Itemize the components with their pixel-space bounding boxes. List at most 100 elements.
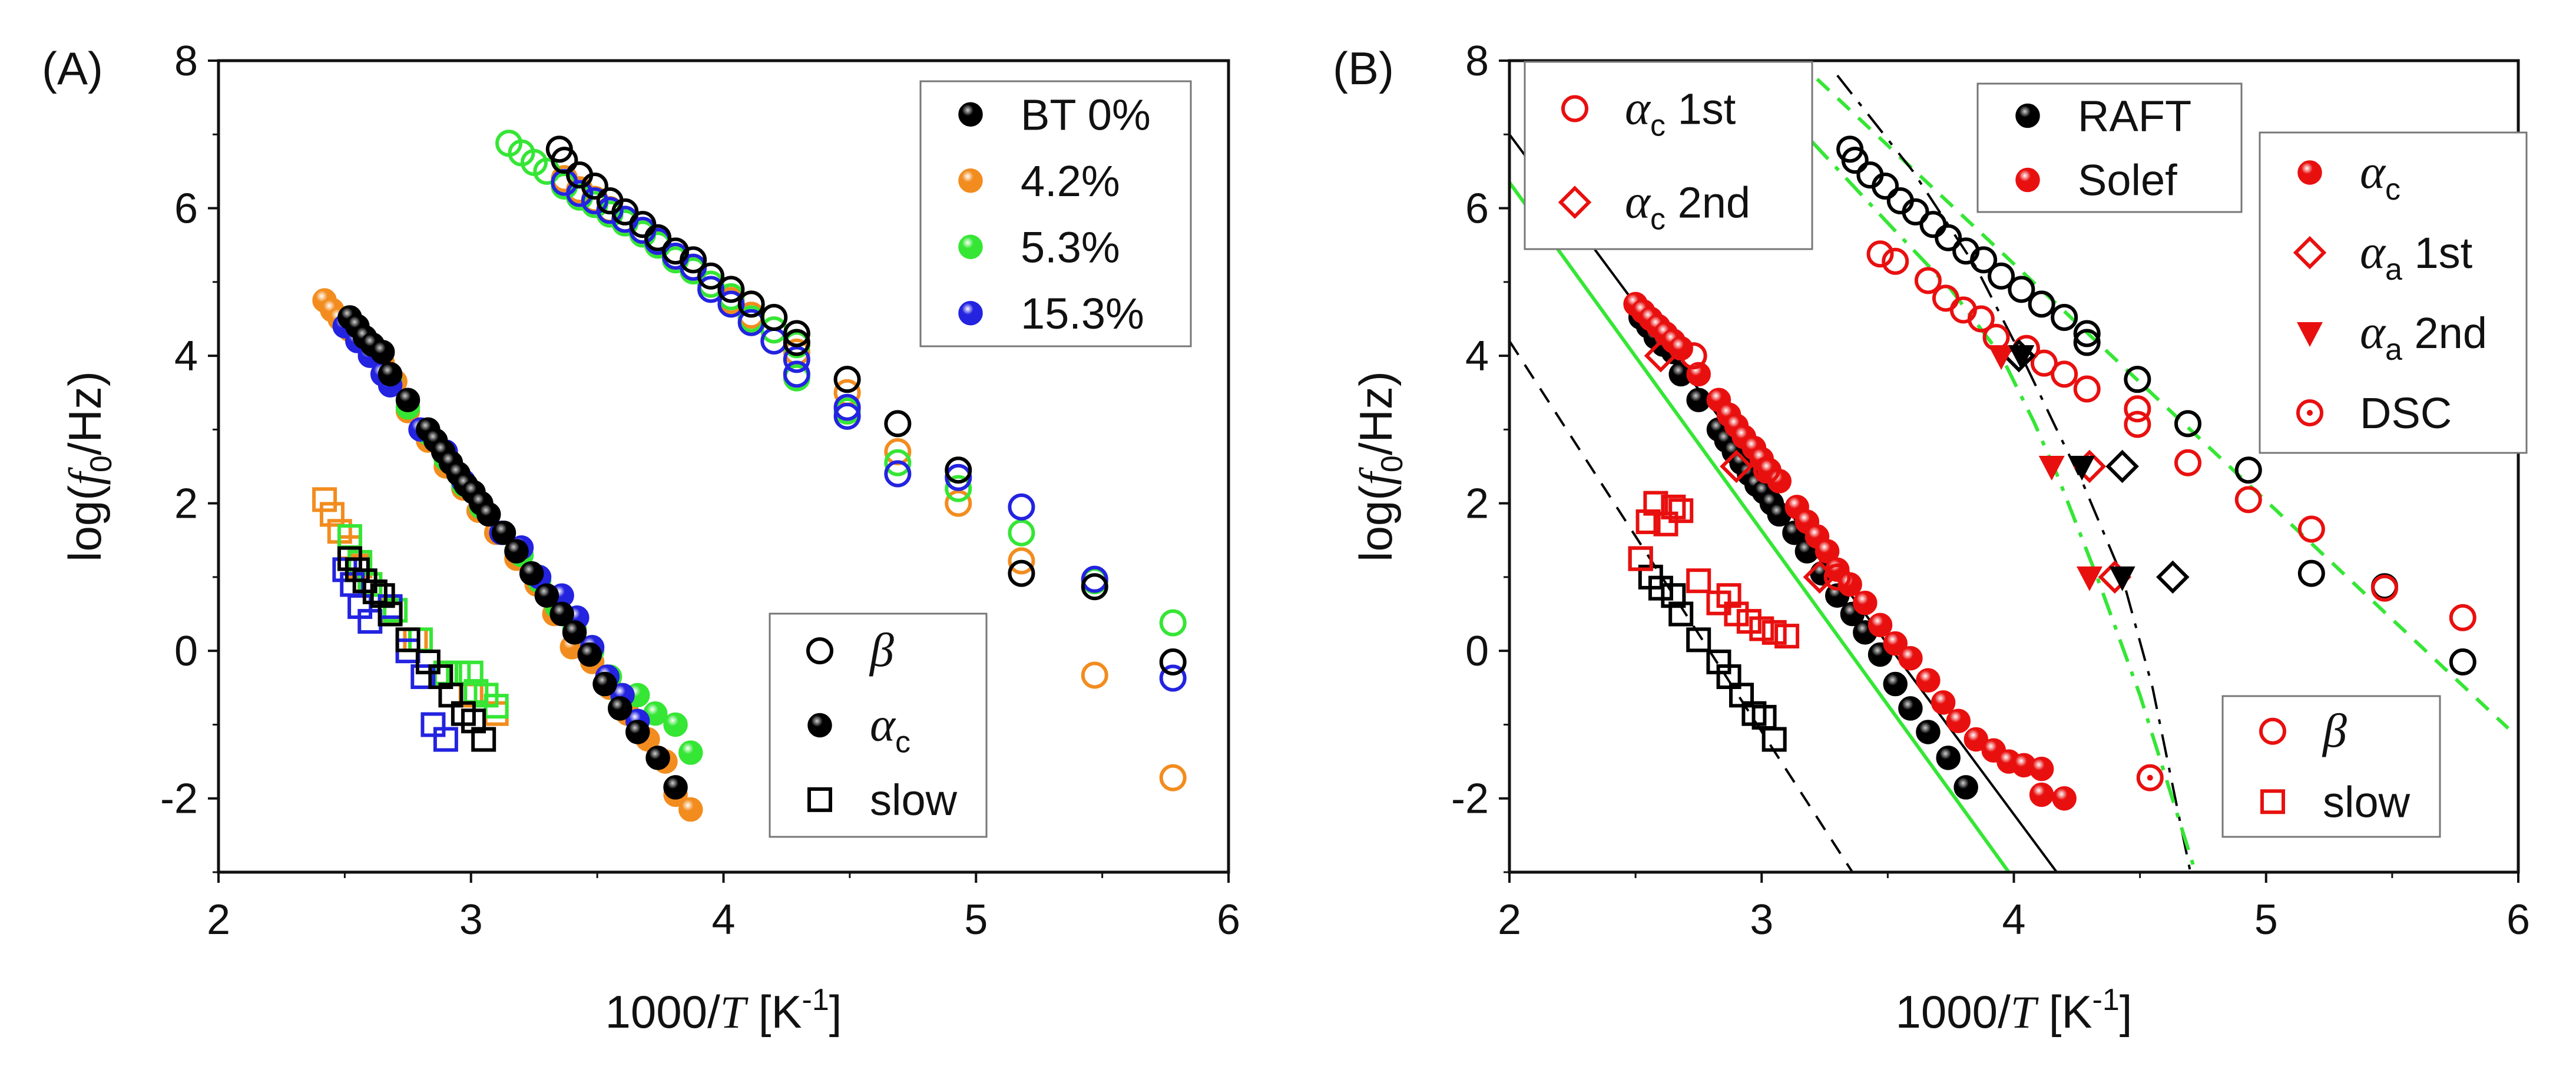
y-tick-label: 8: [1465, 38, 1489, 85]
legend-item: αc 1st: [1561, 81, 1736, 143]
legend-label: αc: [2360, 145, 2400, 207]
data-point: [1008, 559, 1035, 587]
data-point: [1680, 342, 1707, 370]
data-point: [1953, 775, 1978, 800]
y-label-prefix: log(: [1350, 485, 1402, 562]
legend-box: [2259, 131, 2528, 454]
data-point: [2109, 566, 2135, 591]
y-tick-label: 8: [174, 38, 198, 85]
x-label-close: ]: [2120, 986, 2133, 1038]
data-point: [1653, 511, 1678, 536]
data-point: [1883, 631, 1908, 656]
y-tick-label: 4: [174, 333, 198, 380]
data-point: [945, 475, 972, 502]
legend-marker-dotcircle-icon: [2296, 399, 2323, 426]
data-point: [945, 456, 972, 484]
data-point: [1936, 746, 1961, 770]
legend-label: 5.3%: [1021, 223, 1120, 271]
y-label-prefix: log(: [59, 485, 111, 562]
legend-item: αc 2nd: [1558, 175, 1750, 237]
data-point: [1668, 498, 1694, 524]
data-point: [607, 696, 633, 721]
data-point: [1902, 198, 1929, 226]
legend-label: αa 1st: [2360, 225, 2473, 287]
data-point: [2073, 329, 2101, 356]
data-point: [362, 579, 388, 604]
data-point: [1898, 696, 1923, 721]
y-tick-label: 0: [1465, 628, 1489, 675]
data-point: [1628, 546, 1653, 571]
data-point: [783, 320, 810, 347]
legend-symbol: α: [2360, 145, 2386, 198]
legend-box: [1976, 82, 2243, 213]
legend-marker-sphere-icon: [2015, 103, 2040, 128]
legend-text: 1st: [1666, 85, 1736, 134]
plot-frame: [217, 59, 1230, 874]
legend-label: slow: [2323, 777, 2411, 826]
legend-box: [1524, 61, 1813, 250]
panel-b: (B) 2 3 4 5 6 -2 0 2 4 6 8 1000/T [K-1] log(f0/Hz) αc …: [1333, 38, 2530, 1038]
legend-symbol: α: [2360, 225, 2386, 279]
data-point: [476, 502, 501, 527]
legend-text: 15.3%: [1021, 289, 1144, 338]
legend-box: [769, 612, 988, 838]
data-point: [2076, 566, 2102, 591]
legend-text: slow: [870, 776, 958, 824]
data-point: [1159, 648, 1187, 675]
data-point: [1661, 494, 1686, 519]
legend-item: αc: [807, 698, 910, 760]
legend-text: RAFT: [2078, 92, 2191, 141]
data-point: [2136, 764, 2164, 791]
data-point: [566, 180, 594, 207]
data-point: [1868, 612, 1893, 638]
series-raft-alpha-a-2nd: [2008, 345, 2135, 591]
x-label-variable: T: [720, 986, 749, 1038]
data-point: [945, 463, 972, 491]
data-point: [551, 147, 578, 174]
data-point: [319, 502, 345, 527]
legend-text: 4.2%: [1021, 157, 1120, 206]
legend-label: Solef: [2078, 156, 2177, 205]
legend-label: β: [869, 623, 894, 677]
data-point: [2174, 449, 2201, 476]
data-point: [2030, 349, 2058, 377]
y-tick-label: 6: [174, 186, 198, 233]
data-point: [884, 449, 912, 476]
series-raft-alpha-c: [1628, 305, 1978, 800]
legend-item: slow: [2260, 777, 2411, 826]
data-point: [433, 727, 458, 752]
x-axis-label: 1000/T [K-1]: [605, 983, 842, 1038]
data-point: [1081, 573, 1108, 601]
data-point: [1648, 575, 1673, 601]
data-point: [833, 402, 861, 430]
data-point: [1935, 224, 1962, 251]
legend-marker-circle-icon: [1561, 95, 1588, 122]
series-solef-alpha-a-2nd: [1988, 345, 2102, 591]
data-point: [1159, 609, 1187, 637]
dot-circle-center: [2307, 410, 2313, 416]
data-point: [2073, 375, 2101, 403]
legend-text: 1st: [2402, 228, 2473, 277]
data-point: [783, 360, 810, 388]
data-point: [717, 290, 745, 318]
legend-label: αc: [870, 698, 910, 760]
legend-text: DSC: [2360, 389, 2452, 438]
x-tick-label: 2: [207, 896, 230, 943]
data-point: [2234, 486, 2262, 514]
data-point: [2297, 559, 2325, 587]
legend-item: 5.3%: [958, 223, 1120, 271]
legend-text: 5.3%: [1021, 223, 1120, 271]
legend-box: [2221, 695, 2441, 838]
legend-label: slow: [870, 776, 958, 824]
data-point: [395, 627, 420, 653]
data-point: [1988, 345, 2015, 370]
data-point: [1882, 247, 1909, 275]
data-point: [1736, 609, 1762, 634]
data-point: [491, 520, 516, 545]
legend-item: 15.3%: [958, 289, 1144, 338]
x-label-close: ]: [829, 986, 842, 1038]
series-solef-slow: [1628, 491, 1800, 649]
legend-item: slow: [807, 776, 958, 824]
dot-circle-ring: [2136, 764, 2164, 791]
